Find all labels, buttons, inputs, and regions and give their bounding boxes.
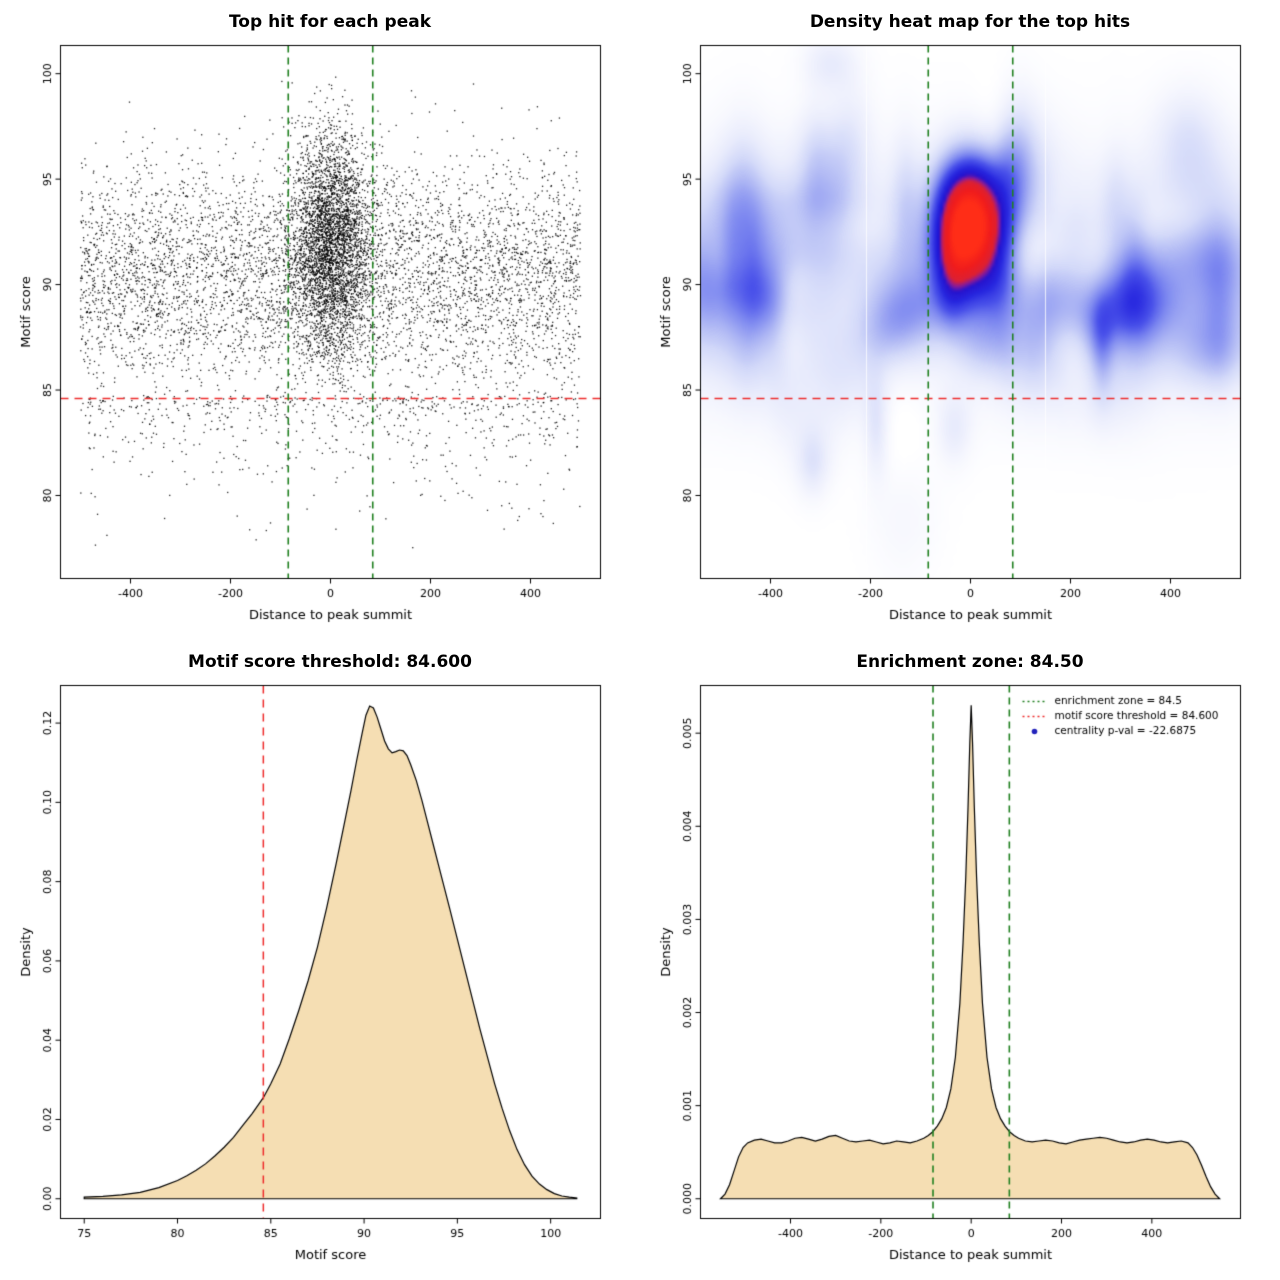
panel-enrichment-zone-density: Enrichment zone: 84.50 bbox=[640, 640, 1280, 1280]
panel-motif-score-density: Motif score threshold: 84.600 bbox=[0, 640, 640, 1280]
motif-score-density-canvas bbox=[0, 640, 640, 1280]
panel-density-heatmap: Density heat map for the top hits bbox=[640, 0, 1280, 640]
enrichment-zone-density-title: Enrichment zone: 84.50 bbox=[856, 652, 1084, 672]
density-heatmap-canvas bbox=[640, 0, 1280, 640]
density-heatmap-title: Density heat map for the top hits bbox=[809, 12, 1131, 32]
enrichment-zone-density-canvas bbox=[640, 640, 1280, 1280]
panel-top-hit-scatter: Top hit for each peak bbox=[0, 0, 640, 640]
top-hit-scatter-canvas bbox=[0, 0, 640, 640]
top-hit-scatter-title: Top hit for each peak bbox=[228, 12, 432, 32]
motif-score-density-title: Motif score threshold: 84.600 bbox=[188, 652, 472, 672]
